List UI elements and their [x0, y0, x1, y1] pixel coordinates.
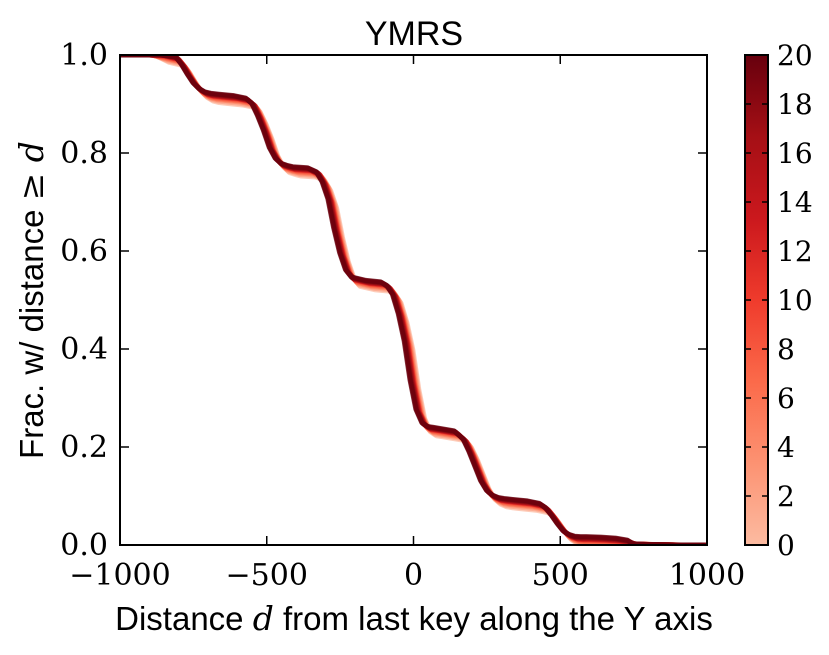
y-tick-label: 1.0	[60, 38, 108, 73]
x-tick-label: −500	[226, 558, 308, 593]
series-line-11	[120, 55, 707, 545]
colorbar-tick-label: 2	[777, 480, 795, 513]
series-line-10	[120, 55, 707, 545]
colorbar-tick-label: 8	[777, 333, 795, 366]
colorbar: 0 2 4 6 8 10 12 14 16 18 20	[744, 39, 813, 562]
colorbar-ticks: 0 2 4 6 8 10 12 14 16 18 20	[745, 39, 813, 562]
axis-label-part: ≥	[12, 173, 51, 201]
colorbar-tick-label: 16	[777, 137, 813, 170]
series-line-12	[120, 55, 706, 545]
colorbar-tick-label: 14	[777, 186, 813, 219]
axis-label-part: d	[253, 599, 274, 638]
y-tick-label: 0.6	[60, 234, 108, 269]
y-axis-label: Frac. w/ distance ≥ d	[12, 141, 51, 459]
series-line-2	[120, 55, 707, 545]
y-tick-label: 0.0	[60, 528, 108, 563]
colorbar-tick-label: 6	[777, 382, 795, 415]
series-line-8	[120, 55, 707, 545]
series-layer	[120, 55, 707, 545]
plot-frame	[119, 54, 708, 546]
colorbar-tick-label: 18	[777, 88, 813, 121]
axis-label-part: from last key along the Y axis	[274, 600, 713, 637]
x-tick-label: 0	[404, 558, 423, 593]
series-line-9	[120, 55, 707, 545]
series-line-5	[120, 55, 707, 545]
series-line-7	[120, 55, 707, 545]
x-tick-label: 500	[532, 558, 589, 593]
x-tick-label: 1000	[669, 558, 745, 593]
x-axis-label: Distance d from last key along the Y axi…	[115, 599, 713, 638]
series-line-3	[120, 55, 707, 545]
axis-label-part: Distance	[115, 600, 253, 637]
series-line-1	[121, 55, 707, 545]
x-tick-label: −1000	[69, 558, 170, 593]
x-axis: −1000 −500 0 500 1000	[69, 55, 745, 593]
axis-label-part: Frac. w/ distance	[13, 200, 50, 459]
axis-label-part: d	[12, 141, 51, 173]
series-line-6	[120, 55, 707, 545]
y-tick-label: 0.4	[60, 332, 108, 367]
colorbar-tick-label: 12	[777, 235, 813, 268]
colorbar-tick-label: 10	[777, 284, 813, 317]
colorbar-tick-label: 0	[777, 529, 795, 562]
colorbar-tick-label: 20	[777, 39, 813, 72]
y-tick-label: 0.2	[60, 430, 108, 465]
series-line-4	[120, 55, 707, 545]
y-axis: 0.0 0.2 0.4 0.6 0.8 1.0	[60, 38, 707, 563]
y-tick-label: 0.8	[60, 136, 108, 171]
colorbar-tick-label: 4	[777, 431, 795, 464]
chart-title: YMRS	[365, 15, 463, 53]
series-line-0	[122, 55, 707, 545]
